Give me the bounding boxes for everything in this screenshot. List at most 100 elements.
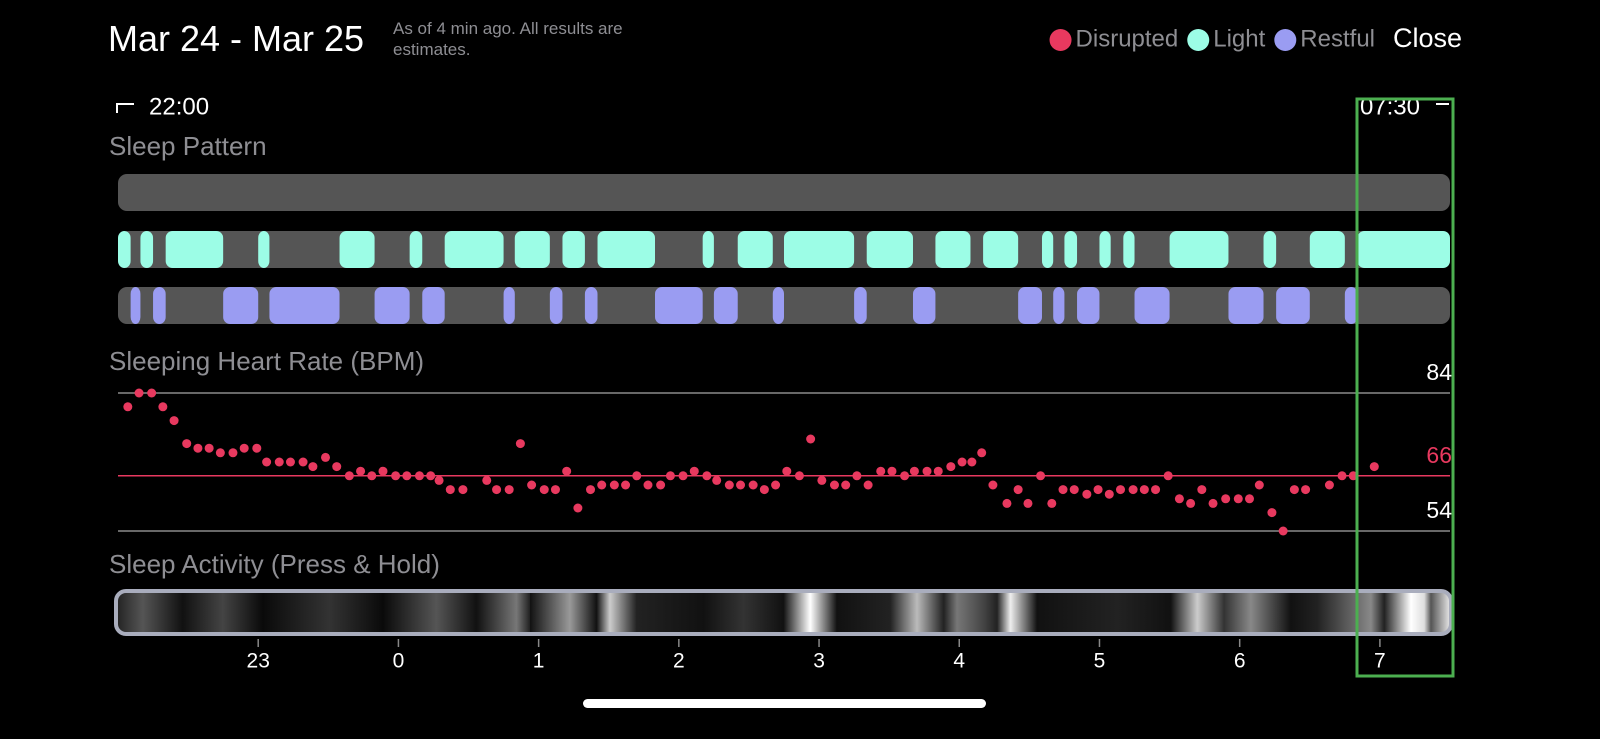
- heart-rate-dot: [1139, 485, 1149, 495]
- light-segment: [1041, 231, 1054, 268]
- heart-rate-dot: [391, 471, 401, 481]
- light-segment: [1357, 231, 1450, 268]
- heart-rate-dot: [1244, 494, 1254, 504]
- restful-segment: [584, 287, 598, 324]
- restful-segment: [130, 287, 141, 324]
- light-segment: [702, 231, 714, 268]
- heart-rate-dot: [344, 471, 354, 481]
- home-indicator: [583, 699, 986, 708]
- heart-rate-dot: [922, 466, 932, 476]
- heart-rate-dot: [1116, 485, 1126, 495]
- heart-rate-dot: [1163, 471, 1173, 481]
- light-segment: [597, 231, 656, 268]
- light-segment: [1123, 231, 1135, 268]
- restful-segment: [549, 287, 563, 324]
- heart-rate-dot: [308, 462, 318, 472]
- heart-rate-dot: [414, 471, 424, 481]
- legend-dot: [1049, 29, 1072, 51]
- heart-rate-dot: [239, 443, 249, 453]
- heart-rate-dot: [1002, 498, 1012, 508]
- heart-rate-dot: [445, 485, 455, 495]
- heart-rate-dot: [1128, 485, 1138, 495]
- heart-rate-dot: [876, 466, 886, 476]
- heart-rate-dot: [298, 457, 308, 467]
- x-tick-label: 2: [673, 650, 685, 673]
- heart-rate-dot: [656, 480, 666, 490]
- heart-rate-dot: [887, 466, 897, 476]
- heart-rate-dot: [1267, 508, 1277, 518]
- heart-rate-dot: [158, 402, 168, 412]
- heart-rate-dot: [967, 457, 977, 467]
- light-segment: [935, 231, 971, 268]
- heart-rate-dot: [1289, 485, 1299, 495]
- heart-rate-dot: [504, 485, 514, 495]
- heart-rate-dot: [806, 434, 816, 444]
- x-tick-label: 3: [813, 650, 825, 673]
- heart-rate-dot: [193, 443, 203, 453]
- x-tick-label: 6: [1234, 650, 1246, 673]
- section-title: Sleeping Heart Rate (BPM): [109, 346, 424, 376]
- heart-rate-dot: [771, 480, 781, 490]
- section-title: Sleep Pattern: [109, 131, 267, 161]
- heart-rate-dot: [252, 443, 262, 453]
- heart-rate-dot: [1082, 489, 1092, 499]
- heart-rate-dot: [169, 416, 179, 426]
- heart-rate-dot: [1278, 526, 1288, 536]
- disrupted-track: [118, 174, 1450, 211]
- legend-dot: [1274, 29, 1297, 51]
- heart-rate-dot: [204, 443, 214, 453]
- average-label: 66: [1426, 442, 1452, 468]
- heart-rate-dot: [1174, 494, 1184, 504]
- light-segment: [562, 231, 585, 268]
- restful-segment: [223, 287, 259, 324]
- light-segment: [1099, 231, 1111, 268]
- section-title: Sleep Activity (Press & Hold): [109, 549, 440, 579]
- heart-rate-dot: [356, 466, 366, 476]
- heart-rate-dot: [909, 466, 919, 476]
- x-tick-label: 7: [1374, 650, 1386, 673]
- heart-rate-dot: [1337, 471, 1347, 481]
- heart-rate-dot: [215, 448, 225, 458]
- heart-rate-dot: [123, 402, 133, 412]
- heart-rate-dot: [285, 457, 295, 467]
- highlight-box: [1355, 97, 1455, 678]
- heart-rate-dot: [402, 471, 412, 481]
- heart-rate-dot: [1197, 485, 1207, 495]
- heart-rate-dot: [573, 503, 583, 513]
- light-segment: [339, 231, 375, 268]
- heart-rate-dot: [829, 480, 839, 490]
- heart-rate-dot: [527, 480, 537, 490]
- heart-rate-dot: [182, 439, 192, 449]
- heart-rate-dot: [1047, 498, 1057, 508]
- light-segment: [1169, 231, 1229, 268]
- heart-rate-dot: [817, 475, 827, 485]
- heart-rate-dot: [586, 485, 596, 495]
- light-segment: [165, 231, 224, 268]
- heart-rate-dot: [988, 480, 998, 490]
- light-segment: [444, 231, 504, 268]
- date-range-title: Mar 24 - Mar 25: [108, 18, 365, 59]
- heart-rate-dot: [1093, 485, 1103, 495]
- activity-strip[interactable]: [114, 589, 1453, 636]
- heart-rate-dot: [1069, 485, 1079, 495]
- heart-rate-dot: [643, 480, 653, 490]
- heart-rate-dot: [1013, 485, 1023, 495]
- close-button[interactable]: Close: [1393, 23, 1462, 53]
- heart-rate-dot: [724, 480, 734, 490]
- heart-rate-dot: [434, 475, 444, 485]
- heart-rate-dot: [1036, 471, 1046, 481]
- legend-label: Disrupted: [1076, 25, 1179, 52]
- restful-segment: [422, 287, 445, 324]
- heart-rate-dot: [147, 388, 157, 398]
- restful-segment: [1053, 287, 1065, 324]
- end-time: 07:30: [1360, 93, 1420, 120]
- heart-rate-dot: [426, 471, 436, 481]
- legend: Restful Light Disrupted: [1049, 25, 1375, 52]
- heart-rate-dot: [852, 471, 862, 481]
- heart-rate-dot: [702, 471, 712, 481]
- heart-rate-dot: [367, 471, 377, 481]
- heart-rate-dot: [274, 457, 284, 467]
- x-tick-label: 23: [247, 650, 270, 673]
